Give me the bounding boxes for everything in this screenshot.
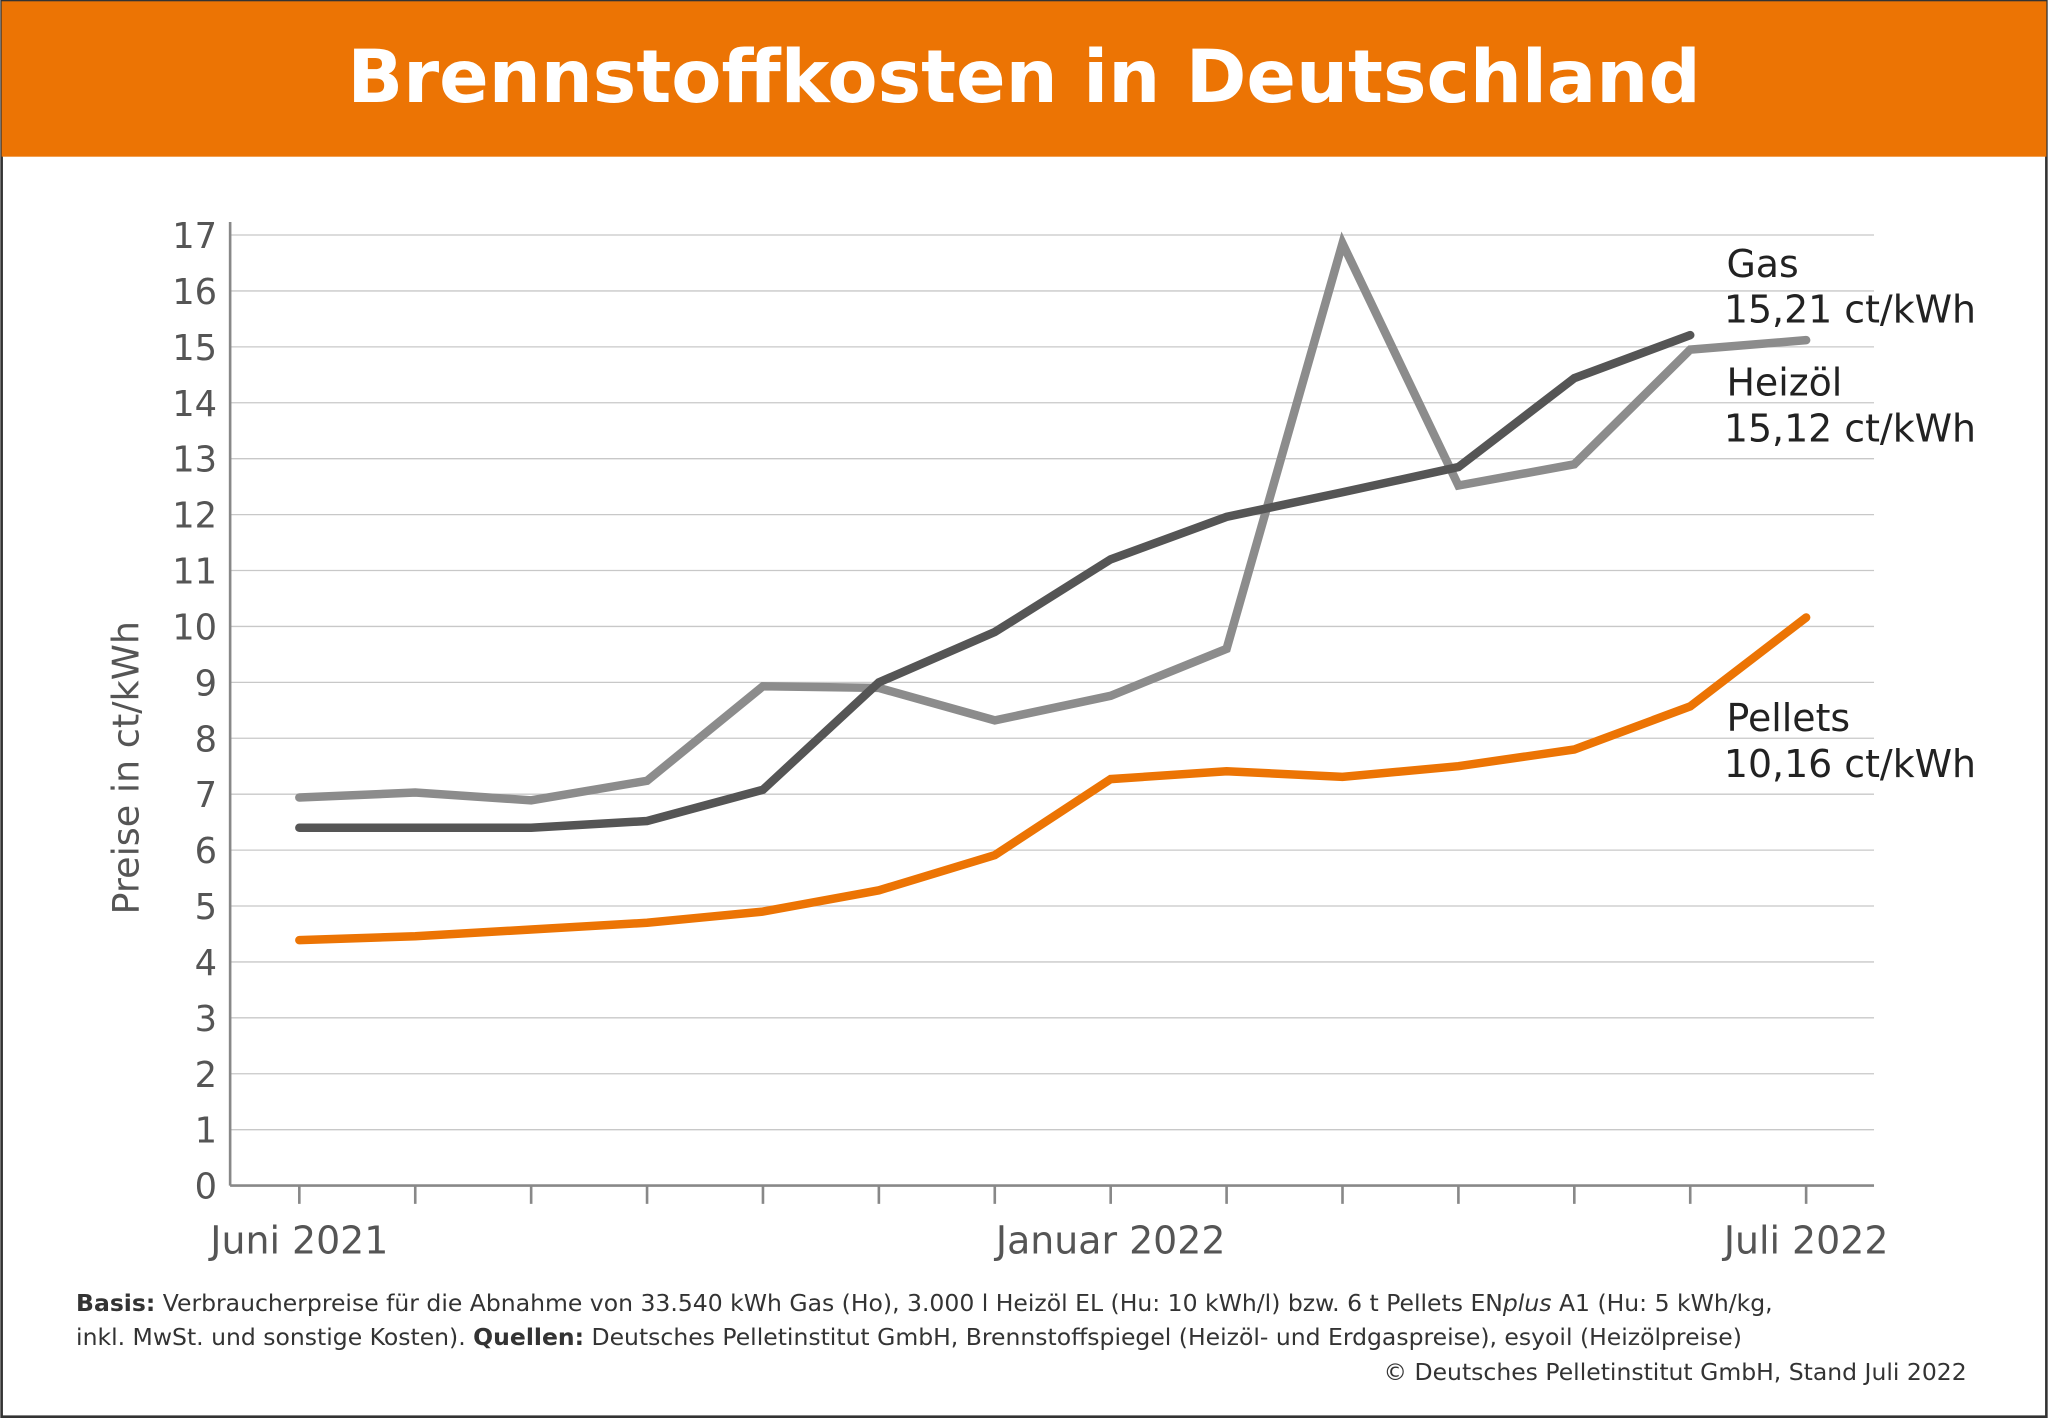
- y-tick-label: 5: [195, 887, 217, 928]
- footer-text: Deutsches Pelletinstitut GmbH, Brennstof…: [592, 1323, 1742, 1351]
- y-tick-label: 7: [195, 775, 217, 816]
- series-line: [295, 231, 1811, 805]
- y-tick-label: 2: [195, 1055, 217, 1096]
- y-tick-label: 6: [195, 831, 217, 872]
- y-tick-label: 8: [195, 719, 217, 760]
- footer-line: inkl. MwSt. und sonstige Kosten). Quelle…: [76, 1323, 1742, 1351]
- y-tick-label: 13: [172, 440, 217, 481]
- footer-line: Basis: Verbraucherpreise für die Abnahme…: [76, 1289, 1773, 1317]
- series-line: [295, 330, 1695, 832]
- legend-label: Pellets: [1726, 696, 1850, 740]
- footer-copyright: © Deutsches Pelletinstitut GmbH, Stand J…: [1384, 1358, 1967, 1386]
- y-tick-label: 16: [172, 272, 217, 313]
- chart-title: Brennstoffkosten in Deutschland: [347, 35, 1700, 120]
- y-tick-label: 1: [195, 1111, 217, 1152]
- series-line: [295, 613, 1811, 945]
- y-tick-label: 17: [172, 216, 217, 257]
- x-tick-label: Juli 2022: [1722, 1218, 1889, 1262]
- footer-label: Quellen:: [473, 1323, 584, 1351]
- data-label: 10,16 ct/kWh: [1724, 742, 1976, 786]
- legend-label: Heizöl: [1726, 361, 1842, 405]
- data-label: 15,21 ct/kWh: [1724, 288, 1976, 332]
- y-axis-label: Preise in ct/kWh: [105, 621, 148, 915]
- y-tick-label: 0: [195, 1167, 217, 1208]
- footer-label: Basis:: [76, 1289, 155, 1317]
- data-label: 15,12 ct/kWh: [1724, 406, 1976, 450]
- legend-label: Gas: [1726, 242, 1798, 286]
- y-tick-label: 11: [172, 552, 217, 593]
- footer-text: inkl. MwSt. und sonstige Kosten).: [76, 1323, 466, 1351]
- footer-text: Verbraucherpreise für die Abnahme von 33…: [163, 1289, 1503, 1317]
- y-tick-label: 4: [195, 943, 217, 984]
- y-tick-label: 15: [172, 328, 217, 369]
- y-tick-label: 10: [172, 607, 217, 648]
- y-tick-label: 14: [172, 384, 217, 425]
- y-tick-label: 3: [195, 999, 217, 1040]
- x-tick-label: Juni 2021: [208, 1218, 388, 1262]
- footer-text: plus: [1502, 1289, 1552, 1317]
- header: [1, 1, 2047, 157]
- y-tick-label: 9: [195, 663, 217, 704]
- x-tick-label: Januar 2022: [994, 1218, 1226, 1262]
- y-tick-label: 12: [172, 496, 217, 537]
- footer-text: A1 (Hu: 5 kWh/kg,: [1551, 1289, 1772, 1317]
